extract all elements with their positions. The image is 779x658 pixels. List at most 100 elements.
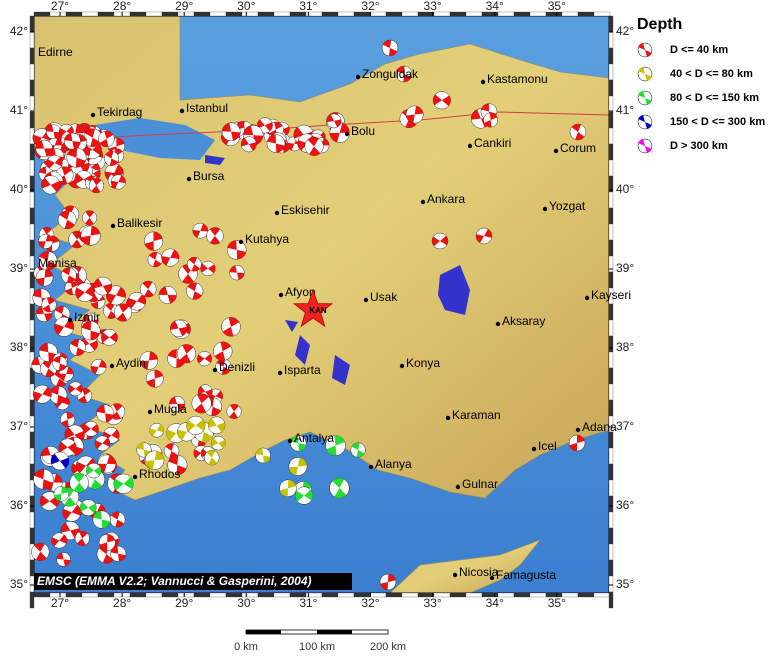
focal-mechanism-quad <box>142 280 154 298</box>
lat-label: 42° <box>10 24 28 38</box>
focal-mechanism <box>226 403 242 419</box>
focal-mechanism <box>35 268 54 287</box>
frame-border <box>129 592 147 598</box>
focal-mechanism-quad <box>113 477 134 491</box>
focal-mechanism-quad <box>65 280 79 295</box>
lon-label: 32° <box>361 596 379 610</box>
focal-mechanism <box>295 486 314 505</box>
focal-mechanism <box>145 369 164 388</box>
legend-label: D <= 40 km <box>670 44 728 56</box>
city-label: Famagusta <box>496 568 556 582</box>
focal-mechanism <box>51 532 68 549</box>
frame-border <box>608 63 614 81</box>
focal-mechanism-quad <box>105 151 118 166</box>
frame-border <box>449 592 467 598</box>
lon-label: 28° <box>113 596 131 610</box>
city-label: Konya <box>406 356 440 370</box>
city-dot <box>287 438 293 444</box>
focal-mechanism <box>139 280 157 298</box>
frame-border <box>608 319 614 337</box>
focal-mechanism-quad <box>214 341 231 361</box>
city-dot <box>480 79 486 85</box>
focal-mechanism-quad <box>59 126 74 137</box>
focal-mechanism <box>94 435 111 452</box>
marmara-sea <box>95 118 215 160</box>
frame-border <box>29 319 35 337</box>
legend-symbol <box>638 115 652 129</box>
focal-mechanism-quad <box>145 451 164 470</box>
frame-border <box>97 11 115 17</box>
focal-mechanism-quad <box>61 412 75 427</box>
city-label: Kayseri <box>591 288 631 302</box>
focal-mechanism-quad <box>93 278 112 294</box>
city-dot <box>277 370 283 376</box>
focal-mechanism <box>66 147 87 168</box>
frame-border <box>608 431 614 449</box>
focal-mechanism <box>97 454 117 474</box>
lon-label: 30° <box>237 596 255 610</box>
focal-mechanism-quad <box>35 140 53 157</box>
focal-mechanism-quad <box>34 469 53 490</box>
scale-label: 0 km <box>234 641 258 653</box>
city-dot <box>186 176 192 182</box>
focal-mechanism <box>405 105 424 124</box>
city-label: Eskisehir <box>281 203 330 217</box>
frame-border <box>608 511 614 529</box>
lon-label: 34° <box>486 0 504 13</box>
focal-mechanism-quad <box>52 369 67 388</box>
frame-border <box>608 447 614 465</box>
focal-mechanism <box>60 267 77 284</box>
focal-mechanism <box>46 124 61 140</box>
focal-mechanism <box>62 502 82 522</box>
frame-border <box>29 31 35 49</box>
frame-border <box>529 11 547 17</box>
frame-border <box>608 159 614 177</box>
focal-mechanism-quad <box>209 227 221 245</box>
frame-border <box>337 592 355 598</box>
focal-mechanism-quad <box>96 404 114 422</box>
focal-mechanism <box>568 434 586 452</box>
focal-mechanism <box>144 450 165 470</box>
focal-mechanism-quad <box>229 404 239 419</box>
lon-label: 29° <box>175 0 193 13</box>
city-dot <box>467 143 473 149</box>
focal-mechanism <box>31 542 50 561</box>
city-label: Manisa <box>38 256 77 270</box>
frame-border <box>608 479 614 497</box>
frame-border <box>385 592 403 598</box>
focal-mechanism <box>326 113 342 129</box>
frame-border <box>608 367 614 385</box>
frame-border <box>608 463 614 481</box>
focal-mechanism-quad <box>198 386 213 398</box>
focal-mechanism-quad <box>222 317 240 337</box>
focal-mechanism <box>211 435 226 451</box>
focal-mechanism-quad <box>33 386 52 402</box>
focal-mechanism <box>53 486 70 502</box>
city-label: Kutahya <box>245 232 289 246</box>
city-dot <box>531 446 537 452</box>
focal-mechanism-quad <box>127 294 146 309</box>
city-label: Balikesir <box>117 216 162 230</box>
focal-mechanism-quad <box>229 265 245 280</box>
lon-label: 33° <box>424 0 442 13</box>
focal-mechanism <box>213 341 233 361</box>
lon-label: 35° <box>548 596 566 610</box>
city-label: Cankiri <box>474 136 511 150</box>
lat-label: 40° <box>10 182 28 196</box>
focal-mechanism <box>169 396 186 413</box>
city-label: Icel <box>538 439 557 453</box>
lon-label: 27° <box>51 596 69 610</box>
focal-mechanism <box>52 356 68 371</box>
city-dot <box>147 409 153 415</box>
city-label: Bursa <box>193 169 225 183</box>
city-dot <box>363 297 369 303</box>
city-dot <box>355 74 361 80</box>
city-label: Tekirdag <box>97 105 142 119</box>
frame-border <box>29 47 35 65</box>
focal-mechanism <box>38 342 58 362</box>
focal-mechanism-quad <box>571 124 585 140</box>
focal-mechanism-quad <box>85 210 95 226</box>
focal-mechanism-quad <box>227 240 246 260</box>
focal-mechanism <box>88 177 104 194</box>
